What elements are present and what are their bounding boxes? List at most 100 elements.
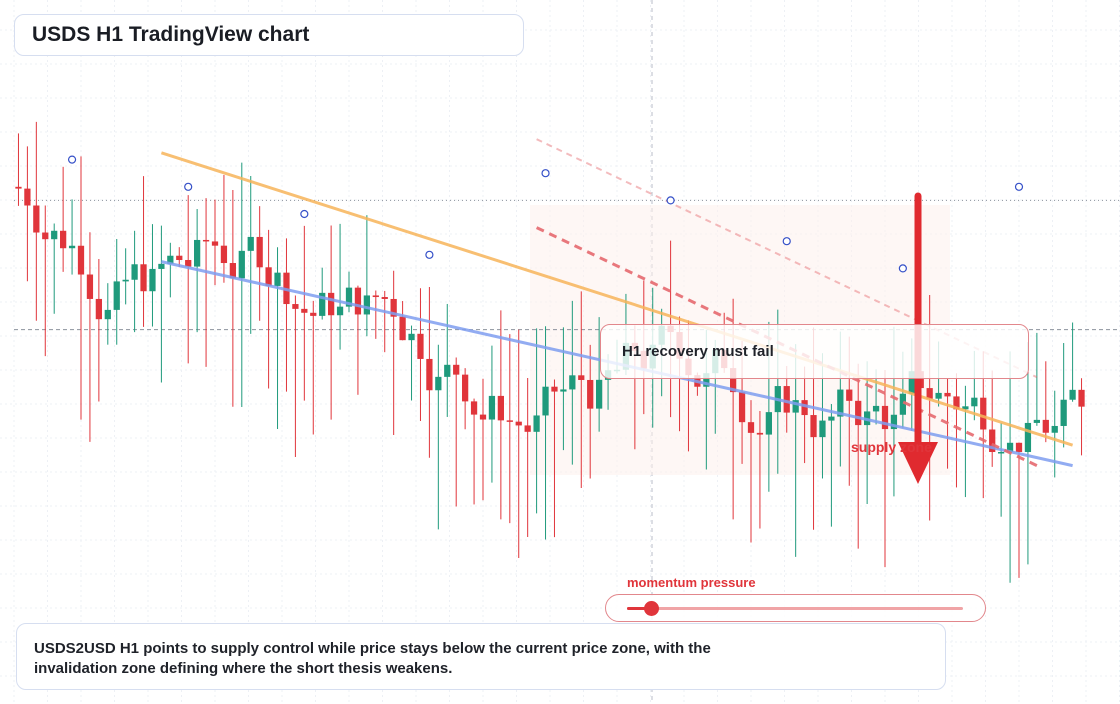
candle-body (60, 230, 67, 249)
candle-body (551, 386, 558, 392)
candle-body (738, 392, 746, 423)
momentum-label: momentum pressure (627, 575, 756, 590)
candle-body (855, 400, 862, 426)
candle-body (140, 264, 147, 292)
signal-marker (1014, 182, 1024, 191)
candle-body (578, 375, 585, 380)
candle-body (417, 333, 424, 359)
candle-body (783, 386, 790, 413)
candle-body (971, 397, 978, 407)
candle-body (587, 379, 594, 409)
candle-body (328, 292, 335, 316)
candle-body (560, 389, 567, 392)
candle-body (381, 297, 388, 299)
candle-body (220, 245, 228, 264)
candle-body (819, 420, 826, 438)
candle-body (801, 400, 808, 416)
candle-body (872, 405, 880, 412)
candle-body (1060, 399, 1067, 426)
signal-marker (184, 182, 193, 191)
candle-body (408, 333, 415, 341)
down-arrow (898, 192, 938, 484)
candle-body (194, 239, 201, 267)
candle-body (113, 281, 120, 310)
candle-body (229, 263, 236, 279)
candle-body (345, 287, 353, 307)
candle-body (989, 429, 996, 452)
signal-marker (425, 250, 434, 259)
candle-body (810, 415, 817, 438)
trendline-red-dashed-1 (536, 138, 1038, 379)
candle-body (42, 232, 49, 240)
candle-body (158, 263, 165, 269)
candle-body (542, 386, 549, 416)
candle-body (1033, 419, 1040, 423)
candle-body (462, 374, 469, 402)
candle-body (1024, 422, 1032, 452)
candle-body (292, 304, 299, 309)
candle-body (908, 371, 915, 394)
candle-body (24, 188, 31, 206)
candle-body (51, 230, 58, 240)
candle-body (524, 425, 531, 432)
candle-body (274, 272, 281, 286)
candle-body (899, 393, 906, 415)
candle-body (202, 239, 210, 242)
candle-body (310, 312, 317, 316)
candle-body (399, 316, 406, 341)
candle-body (363, 295, 370, 315)
chart-title: USDS H1 TradingView chart (32, 23, 310, 46)
candle-body (962, 406, 969, 410)
summary-box: USDS2USD H1 points to supply control whi… (16, 623, 946, 690)
candle-body (1069, 389, 1076, 400)
signal-marker (782, 237, 791, 246)
signal-marker (300, 209, 309, 219)
signal-marker (898, 264, 907, 273)
candle-body (453, 364, 460, 375)
candle-body (846, 389, 853, 401)
candle-body (792, 400, 799, 413)
momentum-slider[interactable] (605, 594, 986, 622)
candle-body (122, 279, 129, 282)
candle-body (756, 432, 764, 435)
candle-body (515, 421, 522, 426)
candle-body (506, 420, 513, 422)
arrow-head (898, 442, 938, 484)
reference-lines (14, 199, 1120, 331)
candle-body (890, 414, 898, 430)
candle-body (533, 415, 540, 432)
momentum-knob[interactable] (643, 601, 659, 616)
candle-body (470, 401, 478, 415)
candle-body (1078, 389, 1085, 407)
recovery-callout-text: H1 recovery must fail (622, 343, 774, 360)
candle-body (980, 397, 987, 430)
candle-body (926, 388, 933, 399)
candle-body (68, 245, 76, 249)
candle-body (1015, 442, 1023, 452)
candle-body (426, 358, 433, 391)
candle-body (837, 389, 844, 417)
candle-body (596, 379, 603, 409)
candle-body (185, 259, 192, 267)
candle-body (488, 395, 496, 420)
candle-body (336, 306, 344, 316)
recovery-callout: H1 recovery must fail (600, 324, 1029, 379)
candle-body (1042, 419, 1049, 433)
summary-text: USDS2USD H1 points to supply control whi… (34, 640, 711, 677)
candle-body (15, 186, 22, 189)
supply-zone-label: supply zone (851, 439, 932, 455)
candle-body (828, 416, 835, 421)
candle-body (265, 267, 272, 286)
candle-body (765, 412, 772, 435)
candle-body (881, 405, 889, 430)
candle-body (372, 295, 379, 298)
candle-body (1006, 442, 1014, 452)
candle-body (953, 396, 960, 410)
candle-body (247, 236, 254, 251)
candle-body (479, 414, 487, 420)
signal-marker (666, 196, 675, 205)
candle-body (301, 308, 308, 313)
candle-body (703, 373, 710, 387)
candle-body (104, 309, 111, 320)
candle-body (390, 298, 397, 317)
